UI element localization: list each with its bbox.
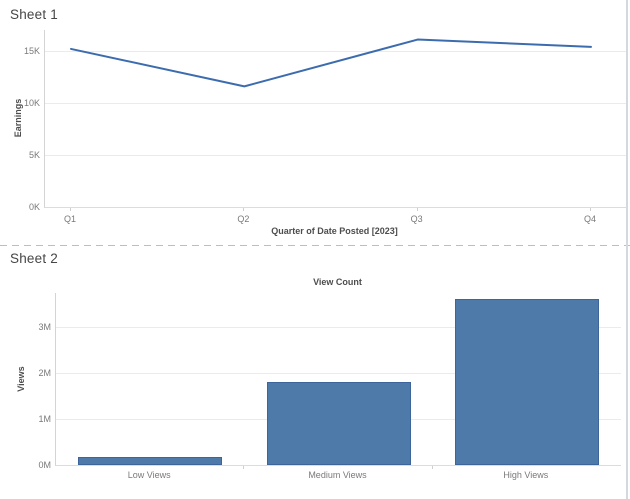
sheet2-x-tick-label: Medium Views xyxy=(308,470,367,480)
sheet2-x-tick-label: Low Views xyxy=(127,470,171,480)
sheet2-chart-title: View Count xyxy=(313,277,362,287)
sheet1-y-axis-title: Earnings xyxy=(13,98,23,138)
sheet1-plot-area xyxy=(44,30,626,208)
view-count-bar[interactable] xyxy=(78,457,223,465)
sheet1-x-tickmark xyxy=(589,208,591,211)
gridline xyxy=(45,51,626,52)
sheet2-y-tick-label: 2M xyxy=(38,368,51,378)
sheet1-title: Sheet 1 xyxy=(10,7,58,22)
sheet1-x-tickmark xyxy=(416,208,418,211)
sheet1-y-tick-label: 0K xyxy=(28,202,40,212)
sheet2-y-axis-title: Views xyxy=(16,366,26,392)
gridline xyxy=(45,155,626,156)
view-count-bar[interactable] xyxy=(266,382,411,465)
sheet1-x-tick-label: Q3 xyxy=(410,214,423,224)
window-right-border xyxy=(626,0,628,499)
sheet1-x-tickmark xyxy=(243,208,245,211)
sheet2-title: Sheet 2 xyxy=(10,251,58,266)
sheet1-y-tick-label: 15K xyxy=(23,46,40,56)
sheet2-y-tick-label: 1M xyxy=(38,414,51,424)
sheet1-x-tick-label: Q1 xyxy=(63,214,76,224)
gridline xyxy=(45,103,626,104)
sheet1-x-tickmark xyxy=(70,208,71,211)
gridline xyxy=(56,327,621,328)
sheet1-x-axis-title: Quarter of Date Posted [2023] xyxy=(271,226,398,236)
sheet1-x-tick-label: Q2 xyxy=(237,214,250,224)
sheet2-x-tick-label: High Views xyxy=(503,470,549,480)
sheet1-y-tick-label: 5K xyxy=(28,150,40,160)
sheet1-y-tick-label: 10K xyxy=(23,98,40,108)
sheet2-y-tick-label: 3M xyxy=(38,322,51,332)
sheet1-x-tick-label: Q4 xyxy=(583,214,596,224)
sheet-divider xyxy=(0,245,630,246)
sheet2-y-tick-label: 0M xyxy=(38,460,51,470)
earnings-line[interactable] xyxy=(70,38,592,88)
sheet2-category-separator xyxy=(243,466,245,469)
sheet2-plot-area xyxy=(55,293,621,466)
gridline xyxy=(56,373,621,374)
view-count-bar[interactable] xyxy=(454,299,599,465)
sheet2-category-separator xyxy=(431,466,433,469)
